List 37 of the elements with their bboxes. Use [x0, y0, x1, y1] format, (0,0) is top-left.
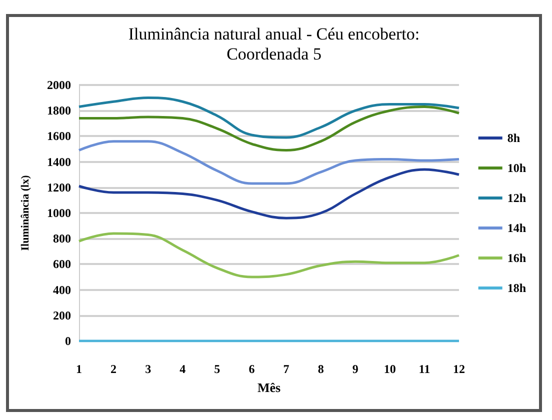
line-series [78, 232, 460, 278]
legend-label: 10h [507, 161, 526, 175]
x-tick-label: 12 [453, 362, 465, 376]
y-tick-label: 1200 [47, 180, 71, 194]
chart-title: Iluminância natural anual - Céu encoberto: Coordenada 5 [128, 24, 420, 64]
line-series [78, 140, 460, 185]
y-tick-label: 1600 [47, 129, 71, 144]
x-tick-label: 4 [180, 362, 186, 376]
y-tick-label: 1400 [47, 154, 71, 169]
y-tick-label: 600 [53, 257, 71, 272]
y-axis-title: Iluminância (lx) [20, 174, 32, 251]
legend-label: 16h [507, 251, 526, 265]
y-tick-label: 200 [53, 308, 71, 322]
x-tick-label: 7 [283, 362, 290, 376]
x-tick-label: 6 [248, 362, 255, 376]
legend-label: 18h [507, 281, 526, 295]
x-tick-label: 10 [384, 362, 396, 376]
line-series [78, 106, 460, 152]
legend-label: 12h [507, 191, 526, 205]
x-tick-label: 1 [76, 362, 82, 376]
x-tick-label: 9 [352, 362, 358, 376]
line-series [78, 96, 460, 139]
x-tick-label: 8 [318, 362, 324, 376]
y-tick-label: 400 [53, 282, 71, 297]
x-tick-label: 3 [145, 362, 152, 376]
x-tick-label: 5 [214, 362, 220, 376]
y-tick-label: 1000 [47, 206, 71, 220]
y-tick-label: 0 [65, 334, 71, 348]
y-tick-label: 800 [53, 232, 71, 246]
y-tick-label: 2000 [47, 78, 71, 92]
y-tick-label: 1800 [47, 104, 71, 118]
legend-label: 8h [507, 131, 520, 145]
legend-label: 14h [507, 221, 526, 235]
line-series [78, 168, 460, 220]
x-axis-title: Mês [257, 380, 281, 395]
x-tick-label: 11 [418, 362, 430, 376]
x-tick-label: 2 [110, 362, 117, 376]
